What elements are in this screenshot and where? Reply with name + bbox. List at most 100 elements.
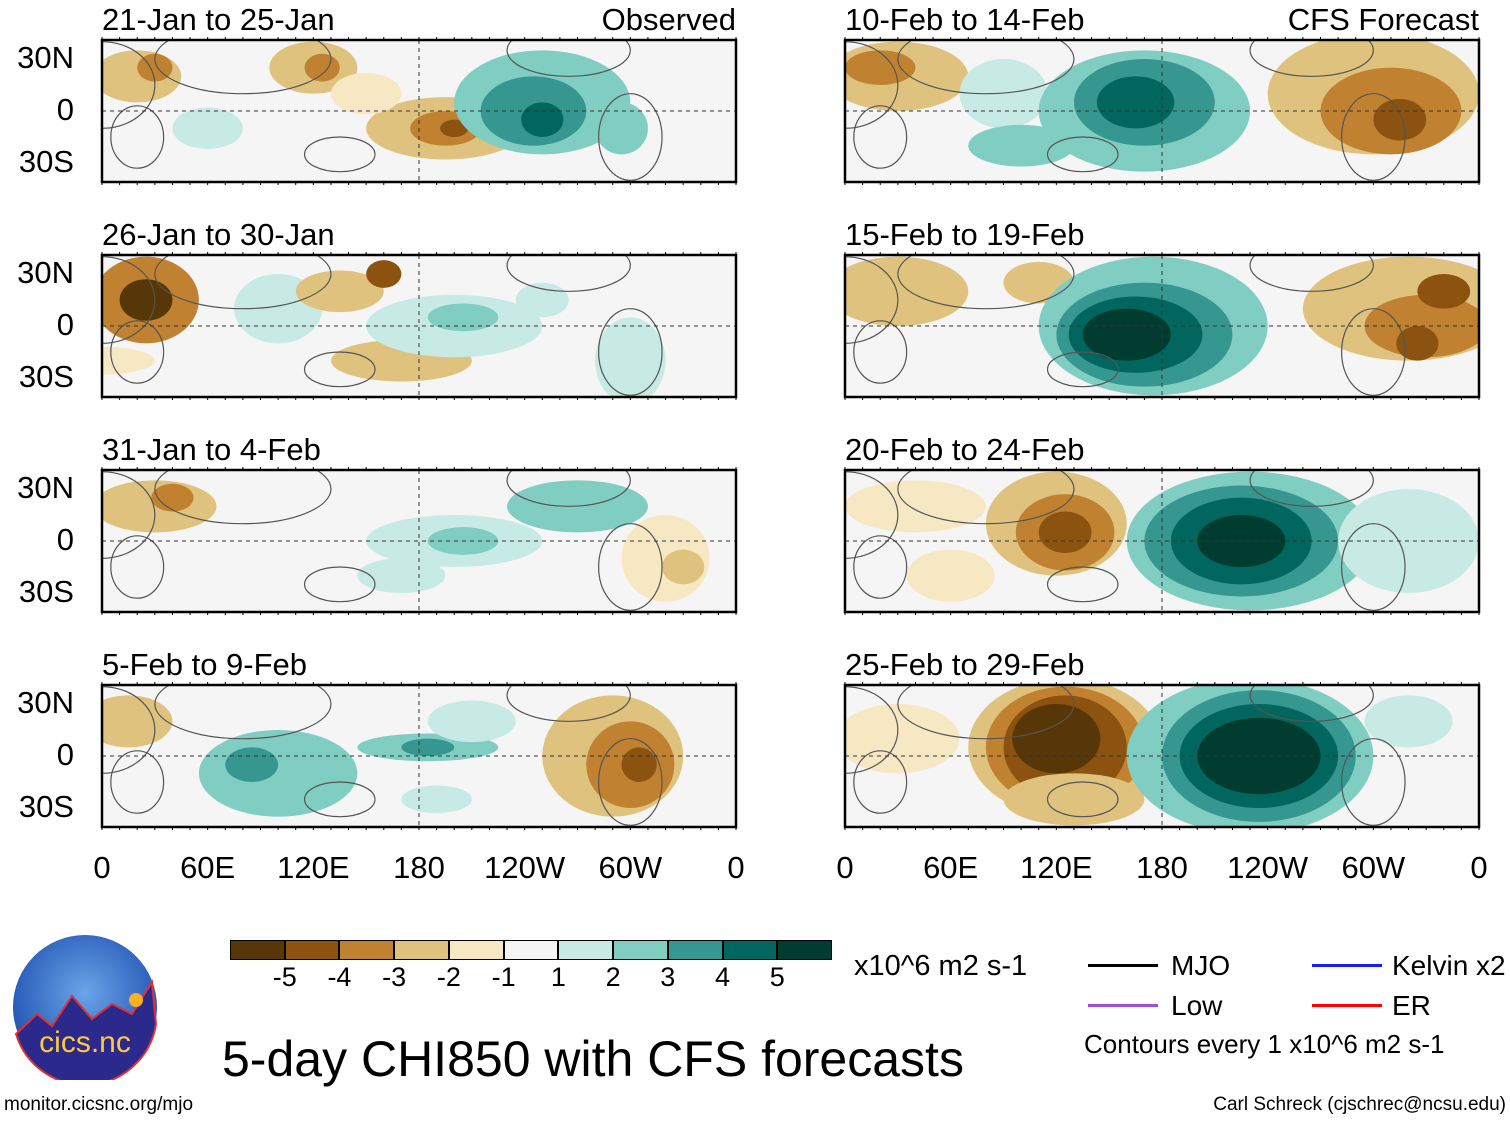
colorbar-swatch [448, 940, 504, 960]
lon-label: 180 [393, 850, 445, 885]
legend-line-er [1312, 1004, 1382, 1007]
coastline [1249, 40, 1374, 77]
coastline [853, 320, 908, 384]
colorbar-label: 3 [660, 962, 676, 992]
coastline [154, 40, 332, 95]
anomaly-region [845, 256, 969, 326]
figure-title: 5-day CHI850 with CFS forecasts [222, 1031, 964, 1087]
colorbar-swatch [503, 940, 559, 960]
colorbar-swatch [667, 940, 723, 960]
legend-label-kelvin: Kelvin x2 [1392, 950, 1506, 981]
anomaly-region [1364, 695, 1453, 748]
coastline [1341, 523, 1406, 611]
coastline [598, 738, 663, 826]
panel-title: 20-Feb to 24-Feb [845, 432, 1085, 467]
panel-title: 26-Jan to 30-Jan [102, 217, 335, 252]
anomaly-region [621, 747, 657, 782]
anomaly-region [515, 282, 569, 318]
map-panel [843, 467, 1481, 615]
anomaly-region [304, 53, 340, 82]
legend-label-mjo: MJO [1171, 950, 1231, 981]
map-panel [843, 37, 1481, 185]
column-header: Observed [601, 2, 736, 37]
column-header: CFS Forecast [1287, 2, 1479, 37]
coastline [845, 471, 899, 559]
coastline [102, 471, 156, 559]
coastline [1341, 93, 1406, 181]
lon-label: 180 [1136, 850, 1188, 885]
colorbar-swatch [722, 940, 778, 960]
coastline [845, 686, 899, 774]
coastline [1341, 308, 1406, 396]
lat-label: 30N [17, 685, 74, 720]
colorbar-swatch [777, 940, 832, 960]
anomaly-region [1197, 515, 1286, 567]
anomaly-region [1417, 274, 1471, 309]
panel-title: 25-Feb to 29-Feb [845, 647, 1085, 682]
lat-label: 30S [18, 144, 74, 179]
lat-label: 0 [56, 307, 74, 342]
coastline [110, 750, 165, 814]
coastline [853, 750, 908, 814]
legend-line-low [1088, 1004, 1158, 1007]
svg-text:cics.nc: cics.nc [39, 1026, 131, 1059]
map-panel [843, 252, 1481, 400]
coastline [897, 255, 1075, 310]
anomaly-region [1038, 511, 1092, 554]
coastline [845, 256, 899, 344]
coastline [853, 535, 908, 599]
lon-label: 60E [180, 850, 236, 885]
map-panel [100, 682, 738, 830]
anomaly-region [401, 738, 455, 756]
anomaly-region [225, 747, 279, 782]
coastline [102, 686, 156, 774]
colorbar-units: x10^6 m2 s-1 [854, 950, 1028, 982]
coastline [303, 351, 376, 388]
lat-label: 0 [56, 92, 74, 127]
coastline [897, 470, 1075, 525]
colorbar-swatch [558, 940, 614, 960]
anomaly-region [198, 730, 358, 817]
coastline [1249, 255, 1374, 292]
coastline [154, 470, 332, 525]
lon-label: 0 [727, 850, 745, 885]
coastline [303, 136, 376, 173]
coastline [1046, 351, 1119, 388]
lat-label: 0 [56, 522, 74, 557]
anomaly-region [1396, 326, 1439, 361]
colorbar-label: 4 [715, 962, 731, 992]
source-url[interactable]: monitor.cicsnc.org/mjo [4, 1094, 194, 1115]
anomaly-region [440, 119, 469, 137]
lat-label: 30N [17, 470, 74, 505]
coastline [102, 41, 156, 129]
lon-label: 60E [923, 850, 979, 885]
coastline [1341, 738, 1406, 826]
lat-label: 30S [18, 574, 74, 609]
anomaly-region [172, 107, 243, 150]
anomaly-region [1012, 704, 1101, 774]
contour-note: Contours every 1 x10^6 m2 s-1 [1084, 1029, 1445, 1059]
coastline [853, 105, 908, 169]
anomaly-region [595, 102, 648, 155]
anomaly-region [595, 317, 666, 397]
anomaly-region [357, 558, 446, 593]
coastline [154, 255, 332, 310]
anomaly-region [427, 303, 499, 332]
coastline [598, 308, 663, 396]
anomaly-region [968, 124, 1074, 167]
coastline [1046, 136, 1119, 173]
coastline [303, 781, 376, 818]
anomaly-region [662, 549, 705, 585]
colorbar-label: 2 [605, 962, 621, 992]
colorbar-swatch [613, 940, 668, 960]
coastline [110, 535, 165, 599]
coastline [110, 320, 165, 384]
colorbar-swatch [339, 940, 395, 960]
anomaly-region [1003, 773, 1145, 826]
lat-label: 30S [18, 359, 74, 394]
author-credit: Carl Schreck (cjschrec@ncsu.edu) [1213, 1094, 1506, 1115]
anomaly-region [521, 102, 564, 137]
anomaly-region [845, 480, 986, 533]
lon-label: 0 [93, 850, 111, 885]
anomaly-region [1373, 98, 1427, 141]
